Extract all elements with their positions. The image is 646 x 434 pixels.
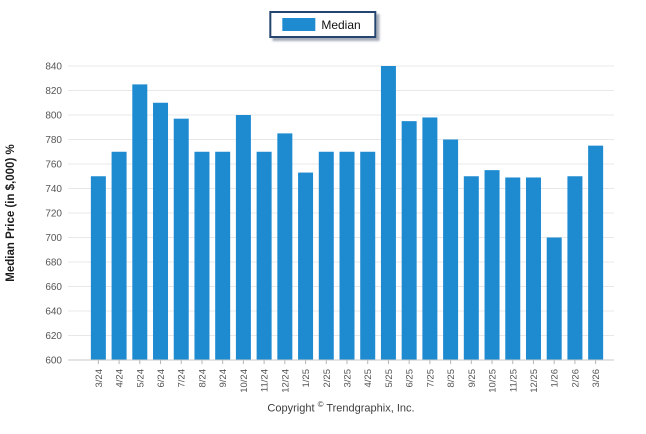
y-tick-label-740: 740 [45, 184, 62, 195]
x-tick-label-8/25: 8/25 [446, 369, 457, 388]
median-series-swatch-icon [282, 18, 316, 31]
y-tick-label-700: 700 [45, 233, 62, 244]
bar-7/25[interactable] [422, 117, 438, 360]
x-tick-label-5/25: 5/25 [384, 369, 395, 388]
x-tick-label-3/26: 3/26 [591, 369, 602, 388]
y-tick-label-800: 800 [45, 111, 62, 122]
x-tick-label-2/26: 2/26 [570, 369, 581, 388]
x-tick-label-7/24: 7/24 [177, 369, 188, 388]
y-tick-label-760: 760 [45, 160, 62, 171]
bar-8/24[interactable] [194, 151, 210, 360]
bar-9/25[interactable] [463, 176, 479, 360]
x-tick-label-8/24: 8/24 [197, 369, 208, 388]
x-axis-tick-marks [97, 360, 597, 364]
x-tick-label-10/24: 10/24 [239, 369, 250, 393]
bar-8/25[interactable] [443, 139, 459, 361]
bar-10/24[interactable] [235, 115, 251, 360]
bar-6/24[interactable] [153, 102, 169, 360]
x-tick-label-6/24: 6/24 [156, 369, 167, 388]
legend-label: Median [321, 17, 361, 32]
x-tick-label-5/24: 5/24 [135, 369, 146, 388]
bar-5/24[interactable] [132, 84, 148, 361]
copyright-text-pre: Copyright [267, 402, 315, 415]
bar-4/24[interactable] [111, 151, 127, 360]
x-tick-label-6/25: 6/25 [405, 369, 416, 388]
y-tick-label-720: 720 [45, 209, 62, 220]
y-tick-label-660: 660 [45, 282, 62, 293]
x-tick-label-1/26: 1/26 [550, 369, 561, 388]
x-tick-label-3/24: 3/24 [94, 369, 105, 388]
x-axis-tick-labels: 3/24 4/24 5/24 6/24 7/24 8/24 9/24 10/24 11/24 12… [94, 369, 602, 393]
x-tick-label-1/25: 1/25 [301, 369, 312, 388]
legend[interactable]: Median [269, 11, 377, 38]
y-tick-label-600: 600 [45, 356, 62, 367]
x-tick-label-3/25: 3/25 [343, 369, 354, 388]
x-tick-label-9/24: 9/24 [218, 369, 229, 388]
y-tick-label-620: 620 [45, 331, 62, 342]
bar-7/24[interactable] [173, 118, 189, 361]
copyright-line: Copyright © Trendgraphix, Inc. [68, 400, 614, 415]
bar-11/24[interactable] [256, 151, 272, 360]
bar-2/26[interactable] [567, 176, 583, 360]
bar-2/25[interactable] [318, 151, 334, 360]
copyright-symbol: © [317, 400, 324, 409]
bar-6/25[interactable] [401, 121, 417, 361]
y-tick-label-680: 680 [45, 258, 62, 269]
x-tick-label-2/25: 2/25 [322, 369, 333, 388]
y-axis-title: Median Price (in $,000) % [5, 144, 17, 281]
bar-3/25[interactable] [339, 151, 355, 360]
bar-10/25[interactable] [484, 170, 500, 361]
bar-3/24[interactable] [90, 176, 106, 360]
x-tick-label-12/25: 12/25 [529, 369, 540, 393]
x-tick-label-9/25: 9/25 [467, 369, 478, 388]
bar-4/25[interactable] [360, 151, 376, 360]
y-tick-label-780: 780 [45, 135, 62, 146]
bar-5/25[interactable] [380, 66, 396, 360]
x-tick-label-11/24: 11/24 [260, 369, 271, 392]
bar-1/26[interactable] [546, 237, 562, 361]
y-tick-label-840: 840 [45, 62, 62, 73]
x-tick-label-4/24: 4/24 [115, 369, 126, 388]
y-tick-label-640: 640 [45, 307, 62, 318]
bar-series-median [90, 66, 604, 361]
x-tick-label-10/25: 10/25 [488, 369, 499, 393]
x-tick-label-11/25: 11/25 [508, 369, 519, 392]
x-tick-label-7/25: 7/25 [425, 369, 436, 388]
bar-9/24[interactable] [215, 151, 231, 360]
bar-11/25[interactable] [505, 177, 521, 360]
bar-1/25[interactable] [298, 172, 314, 360]
x-tick-label-4/25: 4/25 [363, 369, 374, 388]
copyright-text-post: Trendgraphix, Inc. [326, 402, 415, 415]
bar-12/24[interactable] [277, 133, 293, 361]
y-tick-label-820: 820 [45, 86, 62, 97]
bar-12/25[interactable] [525, 177, 541, 360]
y-axis-tick-labels: 600 620 640 660 680 700 720 740 760 780 800 820 840 [45, 62, 62, 367]
bar-3/26[interactable] [588, 145, 604, 361]
x-tick-label-12/24: 12/24 [280, 369, 291, 393]
